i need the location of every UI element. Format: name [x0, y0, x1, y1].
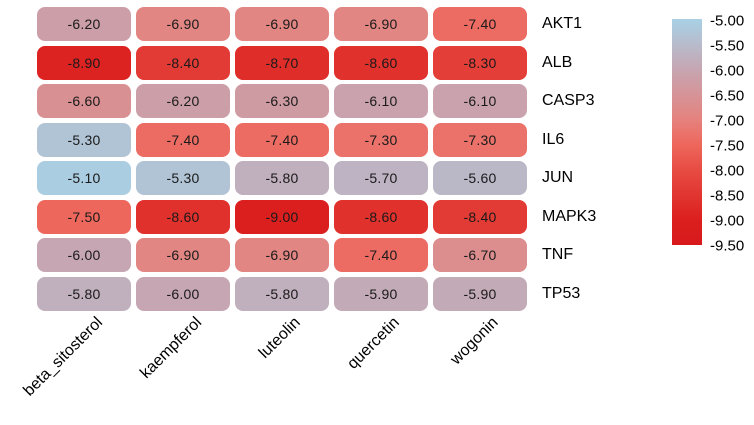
heatmap-cell: -7.50	[37, 199, 131, 234]
heatmap-cell: -5.30	[37, 122, 131, 157]
heatmap-cell: -6.10	[433, 84, 527, 118]
heatmap-cell: -6.10	[334, 84, 428, 118]
heatmap-cell: -7.40	[334, 238, 428, 272]
column-label: quercetin	[344, 314, 404, 373]
colorbar-tick-label: -9.50	[710, 237, 745, 255]
heatmap-cell: -8.90	[37, 45, 131, 80]
heatmap-cell: -7.40	[433, 7, 527, 41]
colorbar-tick-label: -8.50	[710, 187, 745, 205]
heatmap-cell: -5.80	[37, 276, 131, 311]
heatmap-cell: -8.40	[136, 45, 230, 80]
heatmap-cell: -6.00	[136, 276, 230, 311]
heatmap-cell: -5.10	[37, 161, 131, 195]
heatmap-cell: -7.40	[136, 122, 230, 157]
colorbar-tick-label: -6.00	[710, 62, 745, 80]
colorbar-tick-label: -5.00	[710, 12, 745, 30]
row-label: TP53	[542, 284, 581, 302]
row-label: ALB	[542, 53, 573, 71]
heatmap-cell: -8.60	[334, 199, 428, 234]
row-label: JUN	[542, 169, 574, 186]
heatmap-cell: -8.60	[334, 45, 428, 80]
heatmap-cell: -8.70	[235, 45, 329, 80]
column-label: luteolin	[256, 314, 305, 362]
row-label: AKT1	[542, 15, 583, 32]
column-label: beta_sitosterol	[20, 314, 107, 400]
heatmap-cell: -6.90	[136, 238, 230, 272]
heatmap-cell: -5.80	[235, 161, 329, 195]
heatmap-cell: -6.90	[334, 7, 428, 41]
row-label: CASP3	[542, 92, 595, 109]
heatmap-cell: -5.90	[334, 276, 428, 311]
heatmap-cell: -5.80	[235, 276, 329, 311]
colorbar-tick-label: -5.50	[710, 37, 745, 55]
column-label: wogonin	[447, 314, 503, 369]
colorbar-tick-label: -9.00	[710, 212, 745, 230]
heatmap-cell: -7.30	[433, 122, 527, 157]
heatmap-cell: -6.20	[37, 7, 131, 41]
heatmap-cell: -8.30	[433, 45, 527, 80]
heatmap-cell: -7.30	[334, 122, 428, 157]
colorbar-tick-label: -7.00	[710, 112, 745, 130]
row-label: IL6	[542, 130, 565, 148]
colorbar-gradient	[672, 19, 702, 245]
heatmap-cell: -6.30	[235, 84, 329, 118]
row-label: MAPK3	[542, 207, 597, 225]
heatmap-cell: -6.20	[136, 84, 230, 118]
colorbar-tick-label: -8.00	[710, 162, 745, 180]
column-label: kaempferol	[137, 314, 206, 382]
heatmap-cell: -5.30	[136, 161, 230, 195]
heatmap-cell: -6.60	[37, 84, 131, 118]
heatmap-cell: -6.90	[235, 7, 329, 41]
heatmap-cell: -8.60	[136, 199, 230, 234]
heatmap-cell: -5.90	[433, 276, 527, 311]
heatmap-cell: -7.40	[235, 122, 329, 157]
colorbar-tick-label: -6.50	[710, 87, 745, 105]
heatmap-cell: -6.90	[235, 238, 329, 272]
row-label: TNF	[542, 246, 574, 263]
heatmap-cell: -6.90	[136, 7, 230, 41]
colorbar-tick-label: -7.50	[710, 137, 745, 155]
heatmap-cell: -8.40	[433, 199, 527, 234]
heatmap-cell: -5.70	[334, 161, 428, 195]
heatmap-cell: -6.00	[37, 238, 131, 272]
heatmap-cell: -5.60	[433, 161, 527, 195]
heatmap-cell: -6.70	[433, 238, 527, 272]
heatmap-cell: -9.00	[235, 199, 329, 234]
